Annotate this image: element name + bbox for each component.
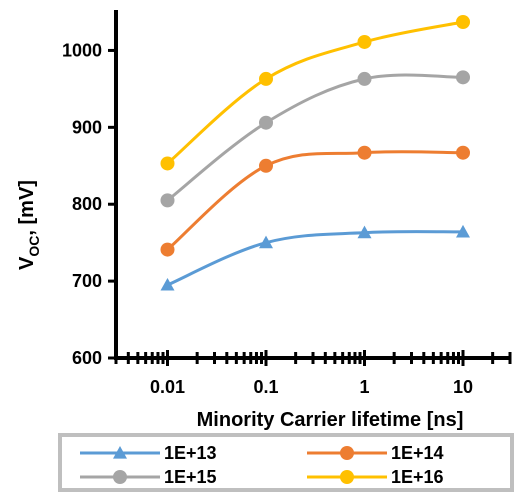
legend-label: 1E+15 bbox=[164, 467, 217, 487]
x-tick-label: 1 bbox=[359, 377, 369, 397]
y-tick-label: 700 bbox=[72, 271, 102, 291]
legend-marker bbox=[340, 446, 354, 460]
series-2 bbox=[160, 145, 471, 257]
series-line bbox=[166, 20, 464, 165]
data-point bbox=[160, 193, 175, 208]
data-point bbox=[259, 71, 274, 86]
legend-item: 1E+13 bbox=[80, 443, 217, 463]
legend-label: 1E+13 bbox=[164, 443, 217, 463]
data-point bbox=[160, 242, 175, 257]
series-3 bbox=[160, 70, 471, 208]
legend-marker bbox=[113, 470, 127, 484]
data-point bbox=[259, 158, 274, 173]
axes-layer bbox=[114, 10, 510, 360]
data-point bbox=[357, 145, 372, 160]
data-point bbox=[456, 14, 471, 29]
legend-box bbox=[58, 433, 514, 492]
series-1 bbox=[160, 224, 471, 291]
legend-item: 1E+16 bbox=[307, 467, 444, 487]
legend-item: 1E+14 bbox=[307, 443, 444, 463]
y-axis-title-subscript: OC bbox=[26, 236, 42, 257]
y-tick-label: 600 bbox=[72, 348, 102, 368]
legend: 1E+13 1E+14 1E+15 1E+16 bbox=[58, 433, 514, 492]
series-line bbox=[166, 150, 464, 251]
y-axis-title-main: V bbox=[16, 256, 38, 270]
y-tick-label: 1000 bbox=[62, 40, 102, 60]
series-line bbox=[166, 230, 464, 287]
data-point bbox=[456, 70, 471, 85]
ticks-layer: 600 700 800 900 1000 0.01 0.1 1 10 bbox=[62, 40, 512, 397]
y-axis-title: VOC, [mV] bbox=[16, 180, 42, 270]
legend-marker bbox=[340, 470, 354, 484]
data-point bbox=[357, 71, 372, 86]
legend-marker bbox=[113, 446, 127, 459]
data-point bbox=[357, 34, 372, 49]
legend-label: 1E+16 bbox=[391, 467, 444, 487]
x-axis-title: Minority Carrier lifetime [ns] bbox=[197, 409, 464, 431]
data-point bbox=[357, 225, 372, 239]
data-point bbox=[259, 235, 274, 249]
data-point bbox=[456, 224, 471, 238]
series-4 bbox=[160, 14, 471, 171]
y-tick-label: 800 bbox=[72, 194, 102, 214]
data-point bbox=[160, 277, 175, 291]
series-line bbox=[166, 73, 464, 202]
legend-label: 1E+14 bbox=[391, 443, 444, 463]
y-axis-title-rest: , [mV] bbox=[16, 180, 38, 236]
data-point bbox=[259, 115, 274, 130]
series-layer bbox=[160, 14, 471, 291]
legend-item: 1E+15 bbox=[80, 467, 217, 487]
x-tick-label: 0.01 bbox=[150, 377, 185, 397]
y-tick-label: 900 bbox=[72, 117, 102, 137]
data-point bbox=[160, 156, 175, 171]
x-tick-label: 0.1 bbox=[253, 377, 278, 397]
x-tick-label: 10 bbox=[453, 377, 473, 397]
data-point bbox=[456, 145, 471, 160]
